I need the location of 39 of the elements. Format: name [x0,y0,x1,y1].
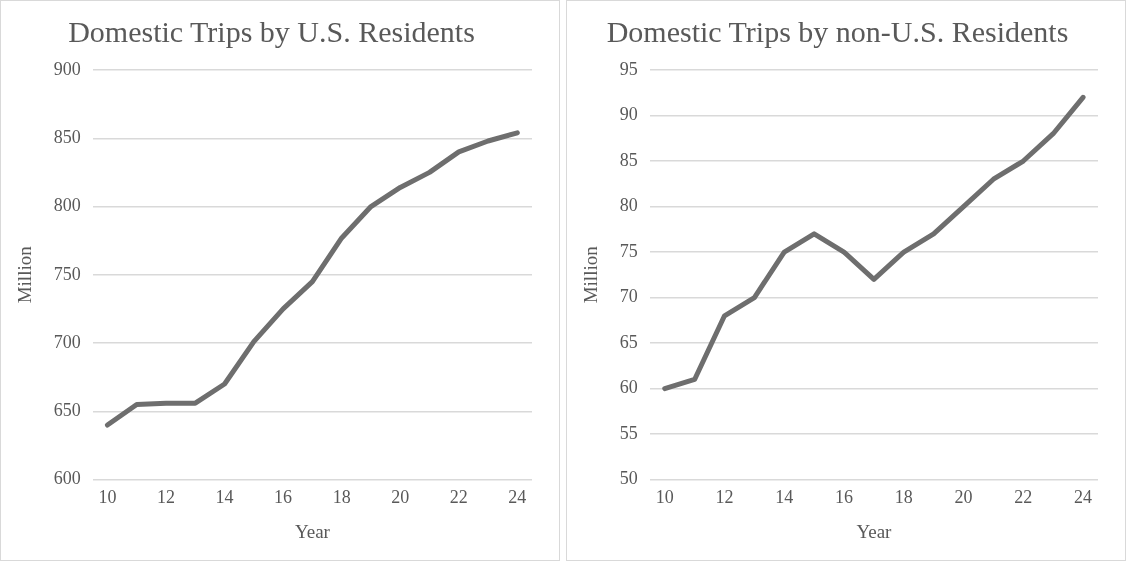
y-tick-label: 700 [53,331,81,352]
x-axis-title: Year [294,520,331,542]
x-tick-label: 20 [954,487,973,508]
y-tick-label: 900 [53,58,81,79]
x-tick-label: 14 [215,487,234,508]
y-tick-label: 850 [53,127,81,147]
x-tick-label: 20 [391,487,410,508]
y-tick-label: 90 [619,104,638,125]
y-tick-label: 65 [619,331,638,352]
y-tick-label: 800 [53,195,81,216]
y-tick-label: 600 [53,468,81,489]
x-tick-label: 16 [835,487,854,508]
x-tick-label: 14 [775,487,794,508]
x-tick-label: 18 [894,487,913,508]
y-tick-label: 50 [619,468,638,489]
y-tick-label: 85 [619,149,638,170]
x-tick-label: 18 [332,487,351,508]
x-tick-label: 22 [1014,487,1033,508]
x-tick-label: 12 [157,487,175,508]
y-tick-label: 95 [619,58,638,79]
y-tick-label: 70 [619,286,638,307]
x-axis-title: Year [856,520,893,542]
y-axis-title: Million [580,245,602,304]
chart-title: Domestic Trips by U.S. Residents [68,14,475,48]
y-axis-title: Million [14,245,36,304]
x-tick-label: 22 [449,487,468,508]
chart-title: Domestic Trips by non-U.S. Residents [606,14,1069,48]
x-tick-label: 10 [98,487,117,508]
y-tick-label: 60 [619,377,638,398]
x-tick-label: 24 [508,487,527,508]
y-tick-label: 650 [53,400,81,421]
y-tick-label: 75 [619,240,638,261]
x-tick-label: 12 [715,487,734,508]
y-tick-label: 55 [619,422,638,443]
x-tick-label: 16 [274,487,293,508]
x-tick-label: 24 [1074,487,1093,508]
x-tick-label: 10 [655,487,674,508]
y-tick-label: 750 [53,263,81,284]
y-tick-label: 80 [619,195,638,216]
